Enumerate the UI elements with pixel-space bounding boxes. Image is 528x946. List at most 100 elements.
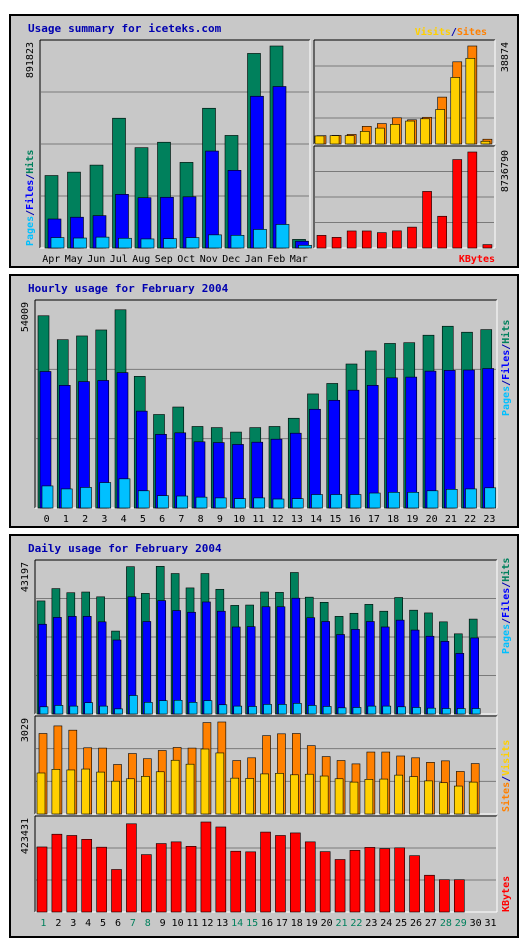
kbytes-bar xyxy=(215,826,227,913)
visits-bar xyxy=(453,785,463,815)
files-bar xyxy=(440,641,450,715)
day-tick-label: 24 xyxy=(380,918,392,929)
files-bar xyxy=(321,621,330,715)
day-tick-label: 20 xyxy=(321,918,333,929)
files-bar xyxy=(261,606,271,715)
visits-bar xyxy=(329,135,340,145)
legend-slash: / xyxy=(25,210,36,216)
month-tick-label: Jul xyxy=(110,254,128,265)
files-bar xyxy=(142,621,152,715)
title-word: for xyxy=(121,22,142,35)
hour-tick-label: 13 xyxy=(291,514,303,525)
legend-visits: Visits xyxy=(500,740,512,776)
files-bar xyxy=(482,368,495,509)
title-word: for xyxy=(108,542,129,555)
pages-bar xyxy=(80,487,92,509)
visits-bar xyxy=(111,780,120,815)
kbytes-bar xyxy=(111,869,122,913)
pages-bar xyxy=(195,496,208,509)
legend-files: Files xyxy=(500,588,512,618)
hour-tick-label: 21 xyxy=(445,514,457,525)
files-bar xyxy=(276,606,286,715)
files-bar xyxy=(250,95,264,249)
pages-bar xyxy=(412,707,421,715)
visits-max-label: 38874 xyxy=(500,42,511,72)
visits-bar xyxy=(379,778,389,815)
pages-bar xyxy=(137,490,150,509)
kbytes-bar xyxy=(230,850,242,913)
pages-bar xyxy=(73,237,87,249)
files-bar xyxy=(53,617,62,715)
kbytes-max-label: 8736790 xyxy=(500,150,511,192)
kbytes-bar xyxy=(467,151,478,249)
visits-bar xyxy=(394,774,403,815)
files-bar xyxy=(309,408,321,509)
visits-bar xyxy=(314,135,325,145)
kbytes-bar xyxy=(334,859,346,913)
day-tick-label: 27 xyxy=(425,918,437,929)
legend-slash: / xyxy=(501,618,512,624)
pages-bar xyxy=(176,495,189,509)
files-bar xyxy=(380,626,390,715)
visits-bar xyxy=(465,57,476,145)
visits-bar xyxy=(375,127,385,145)
visits-bar xyxy=(36,772,46,815)
hour-tick-label: 10 xyxy=(233,514,245,525)
pages-bar xyxy=(203,700,213,715)
day-tick-label: 13 xyxy=(216,918,228,929)
hour-tick-label: 8 xyxy=(198,514,204,525)
pages-bar xyxy=(322,706,332,715)
day-tick-label: 17 xyxy=(276,918,288,929)
files-bar xyxy=(306,617,316,715)
visits-bar xyxy=(245,778,254,815)
hour-tick-label: 12 xyxy=(272,514,284,525)
pages-bar xyxy=(397,706,406,715)
kbytes-bar xyxy=(424,874,435,913)
title-word: 2004 xyxy=(195,542,222,555)
files-bar xyxy=(217,610,226,715)
pages-bar xyxy=(185,237,200,249)
files-bar xyxy=(202,601,211,715)
kbytes-bar xyxy=(452,159,463,249)
kbytes-bar xyxy=(319,851,331,913)
files-bar xyxy=(246,626,256,715)
summary-hits-legend: Pages/Files/Hits xyxy=(24,150,36,246)
pages-bar xyxy=(382,705,392,715)
kbytes-bar xyxy=(96,846,107,913)
monthly-summary-chart: Apr May Jun Jul Aug Sep Oct Nov Dec Jan Feb Mar 8918… xyxy=(24,26,511,265)
pages-bar xyxy=(445,488,458,509)
hour-tick-label: 1 xyxy=(63,514,69,525)
day-tick-label: 18 xyxy=(291,918,303,929)
hour-tick-label: 15 xyxy=(329,514,341,525)
day-tick-label: 22 xyxy=(350,918,362,929)
kbytes-bar xyxy=(453,879,465,913)
kbytes-bar xyxy=(331,237,342,249)
kbytes-bar xyxy=(361,230,372,249)
day-tick-label: 23 xyxy=(365,918,377,929)
legend-slash: / xyxy=(501,582,512,588)
visits-bar xyxy=(424,780,433,815)
pages-bar xyxy=(95,236,110,249)
kbytes-bar xyxy=(170,841,182,913)
daily-hits-max-label: 43197 xyxy=(20,562,31,592)
legend-slash: / xyxy=(25,174,36,180)
day-tick-label: 14 xyxy=(231,918,243,929)
pages-bar xyxy=(352,707,362,715)
title-word: Daily xyxy=(28,542,62,555)
hourly-usage-panel: Hourly usage for February 2004 0 1 2 3 4 5 6 7 8 9 10 1… xyxy=(9,274,519,528)
hour-tick-label: 20 xyxy=(426,514,438,525)
title-word: usage xyxy=(68,542,102,555)
kbytes-bar xyxy=(316,235,327,249)
pages-bar xyxy=(163,238,177,249)
hourly-usage-chart: 0 1 2 3 4 5 6 7 8 9 10 11 12 13 14 15 16 17 18 19 20 21 22 2354… xyxy=(20,299,512,525)
visits-bar xyxy=(185,763,195,815)
summary-title: Usage summary for iceteks.com xyxy=(28,22,228,35)
files-bar xyxy=(157,600,167,715)
files-bar xyxy=(366,621,375,715)
pages-bar xyxy=(407,491,420,509)
pages-bar xyxy=(50,237,65,249)
day-tick-label: 19 xyxy=(306,918,318,929)
visits-bar xyxy=(51,769,61,815)
kbytes-bar xyxy=(51,833,63,913)
visits-bar xyxy=(126,778,135,815)
